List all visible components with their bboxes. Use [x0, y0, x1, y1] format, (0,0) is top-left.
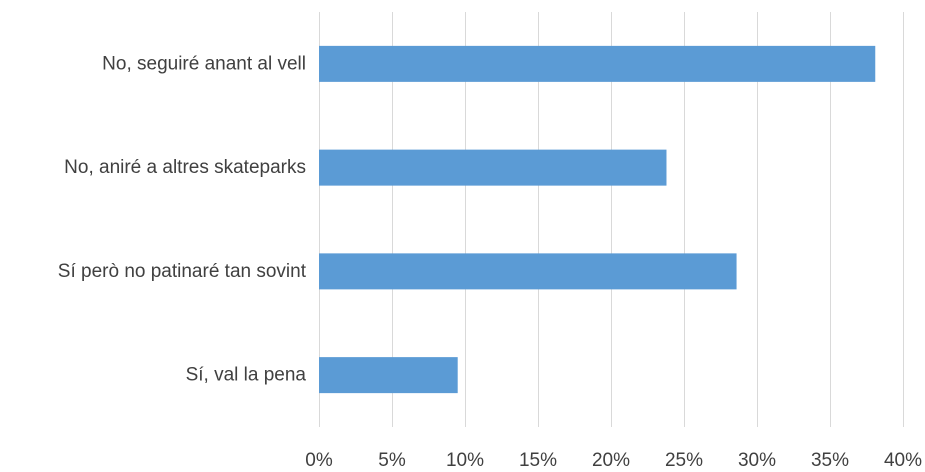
bar — [319, 357, 458, 394]
bar — [319, 253, 737, 290]
x-tick-label: 5% — [378, 450, 406, 471]
category-labels: No, seguiré anant al vell No, aniré a alt… — [58, 53, 307, 385]
x-tick-label: 0% — [305, 450, 333, 471]
x-tick-label: 25% — [665, 450, 703, 471]
x-tick-label: 40% — [884, 450, 922, 471]
category-label: No, aniré a altres skateparks — [64, 157, 306, 178]
bars — [319, 45, 876, 394]
x-tick-label: 10% — [446, 450, 484, 471]
x-tick-label: 15% — [519, 450, 557, 471]
x-axis-tick-labels: 0% 5% 10% 15% 20% 25% 30% 35% 40% — [305, 450, 922, 471]
category-label: No, seguiré anant al vell — [102, 53, 306, 74]
bar — [319, 149, 667, 186]
category-label: Sí però no patinaré tan sovint — [58, 261, 307, 282]
category-label: Sí, val la pena — [186, 365, 307, 386]
x-tick-label: 20% — [592, 450, 630, 471]
bar — [319, 45, 876, 82]
x-tick-label: 30% — [738, 450, 776, 471]
x-tick-label: 35% — [811, 450, 849, 471]
